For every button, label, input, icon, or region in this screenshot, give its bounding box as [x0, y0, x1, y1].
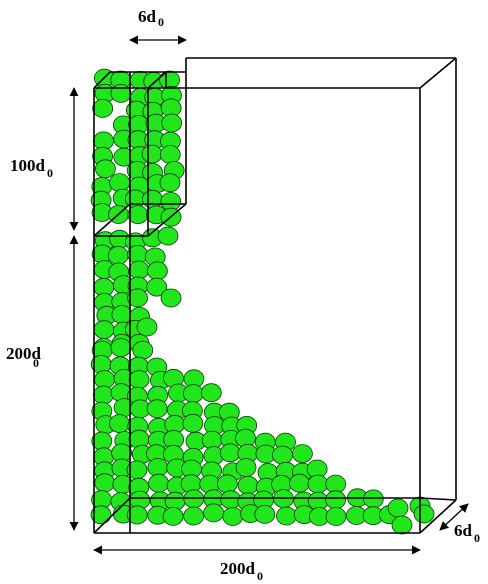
- particle: [111, 305, 133, 324]
- particle: [183, 506, 205, 526]
- depth-arrow: [439, 503, 469, 531]
- particle: [147, 458, 169, 477]
- container-outline: [93, 57, 457, 534]
- particle: [128, 260, 150, 280]
- particle: [387, 498, 409, 518]
- particle: [127, 205, 149, 225]
- particle: [91, 431, 113, 451]
- particle: [95, 159, 116, 179]
- particle: [132, 340, 154, 360]
- particle: [157, 226, 179, 246]
- particle: [127, 288, 149, 308]
- particle: [107, 246, 129, 265]
- particle: [161, 113, 183, 133]
- particle: [391, 515, 413, 535]
- particle: [325, 507, 347, 526]
- particle: [146, 399, 168, 419]
- particle: [216, 474, 238, 494]
- particle: [307, 474, 329, 494]
- particle: [159, 173, 181, 193]
- particle: [237, 475, 259, 495]
- box-width-label: 200d 0: [220, 559, 263, 583]
- particle: [126, 505, 148, 525]
- particle: [203, 503, 225, 523]
- particle: [254, 505, 276, 524]
- particle: [109, 173, 130, 193]
- depth-label: 6d 0: [454, 521, 480, 545]
- particle: [93, 385, 114, 405]
- dimension-arrows: [69, 35, 469, 555]
- particle: [291, 444, 313, 464]
- particle: [159, 145, 181, 164]
- particle: [235, 458, 257, 477]
- particle: [93, 320, 115, 340]
- particle: [141, 144, 163, 164]
- particle: [110, 84, 132, 103]
- particle: [325, 474, 347, 494]
- particle: [141, 189, 163, 209]
- particle: [92, 99, 114, 118]
- particle: [182, 384, 204, 404]
- particle: [413, 504, 435, 524]
- particle: [275, 506, 297, 526]
- particle: [325, 490, 347, 510]
- particle: [146, 261, 168, 281]
- particle: [219, 443, 241, 463]
- particle: [128, 370, 150, 390]
- particle: [94, 473, 116, 493]
- particle: [289, 473, 310, 493]
- particle-group: [90, 68, 435, 535]
- particle: [160, 192, 182, 211]
- particle: [148, 473, 170, 493]
- particle: [109, 414, 130, 434]
- particle: [90, 505, 112, 525]
- particle: [162, 507, 184, 526]
- particle: [182, 413, 204, 433]
- box-height-label: 200d0: [6, 344, 42, 370]
- particle: [160, 288, 182, 308]
- hopper-height-label: 100d 0: [10, 156, 53, 180]
- top-width-label: 6d 0: [138, 7, 164, 29]
- particle: [110, 338, 132, 358]
- particle: [272, 445, 293, 465]
- particle: [362, 489, 384, 509]
- particle: [136, 317, 158, 337]
- particle: [146, 277, 168, 297]
- particle: [200, 383, 222, 403]
- particle: [222, 507, 244, 526]
